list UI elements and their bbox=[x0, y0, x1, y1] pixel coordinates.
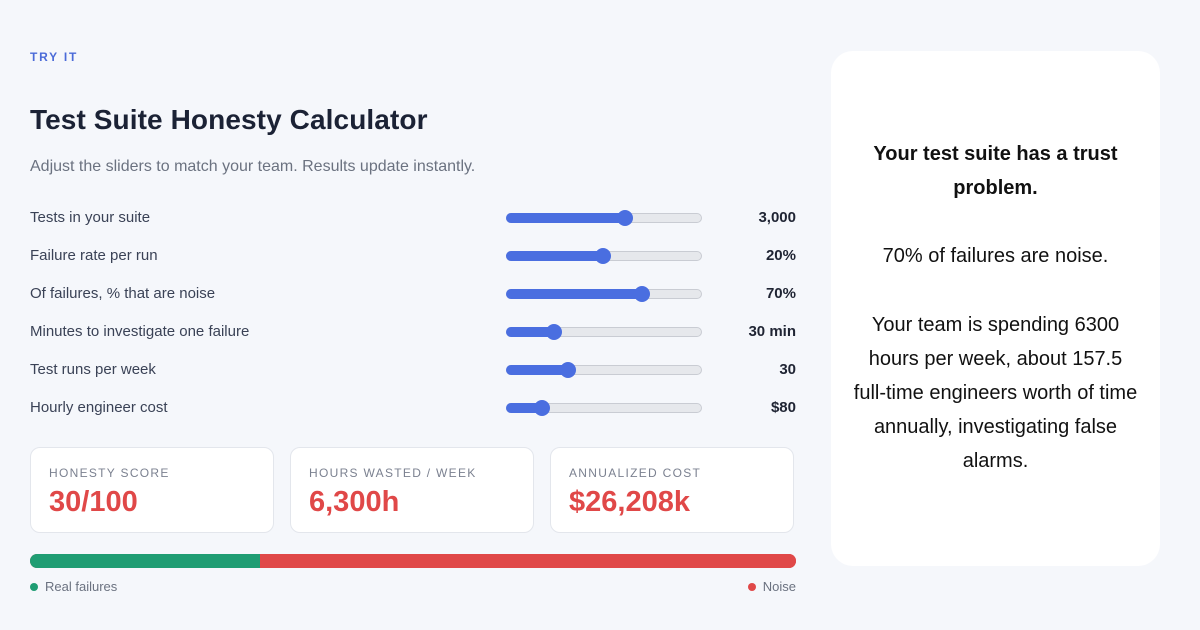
slider-fill bbox=[506, 403, 542, 413]
failure-breakdown-bar bbox=[30, 554, 796, 568]
slider-label: Failure rate per run bbox=[30, 247, 158, 264]
slider-label: Tests in your suite bbox=[30, 209, 151, 226]
slider-value: 30 min bbox=[748, 323, 796, 340]
slider-value: 70% bbox=[765, 285, 796, 302]
noise-text: 70% of failures are noise. bbox=[882, 245, 1109, 267]
slider-fill bbox=[506, 251, 603, 261]
slider-label: Test runs per week bbox=[30, 361, 156, 378]
slider-thumb[interactable] bbox=[534, 400, 550, 416]
failure-rate-slider[interactable] bbox=[506, 248, 702, 264]
real-failures-segment bbox=[30, 554, 260, 568]
slider-fill bbox=[506, 327, 554, 337]
legend-real: Real failures bbox=[30, 579, 117, 594]
slider-fill bbox=[506, 213, 625, 223]
slider-fill bbox=[506, 365, 568, 375]
slider-row-runs: Test runs per week 30 bbox=[30, 352, 796, 390]
slider-row-failure-rate: Failure rate per run 20% bbox=[30, 238, 796, 276]
slider-thumb[interactable] bbox=[617, 210, 633, 226]
slider-label: Minutes to investigate one failure bbox=[30, 323, 250, 340]
slider-fill bbox=[506, 289, 642, 299]
slider-thumb[interactable] bbox=[634, 286, 650, 302]
slider-row-tests: Tests in your suite 3,000 bbox=[30, 200, 796, 238]
slider-thumb[interactable] bbox=[595, 248, 611, 264]
slider-thumb[interactable] bbox=[546, 324, 562, 340]
result-card: Your test suite has a trust problem. 70%… bbox=[831, 51, 1160, 566]
slider-list: Tests in your suite 3,000 Failure rate p… bbox=[30, 200, 796, 428]
slider-thumb[interactable] bbox=[560, 362, 576, 378]
page-title: Test Suite Honesty Calculator bbox=[30, 104, 428, 135]
slider-value: 30 bbox=[779, 361, 796, 378]
noise-dot-icon bbox=[747, 582, 756, 591]
minutes-slider[interactable] bbox=[506, 324, 702, 340]
noise-segment bbox=[260, 554, 796, 568]
eyebrow-label: TRY IT bbox=[30, 50, 79, 64]
annualized-cost-card: ANNUALIZED COST $26,208k bbox=[550, 447, 794, 533]
legend-label: Noise bbox=[762, 579, 796, 594]
stat-value: 6,300h bbox=[309, 486, 400, 518]
stat-cards: HONESTY SCORE 30/100 HOURS WASTED / WEEK… bbox=[30, 447, 796, 535]
legend-noise: Noise bbox=[747, 579, 796, 594]
runs-per-week-slider[interactable] bbox=[506, 362, 702, 378]
stat-value: 30/100 bbox=[49, 486, 138, 518]
slider-value: 20% bbox=[765, 247, 796, 264]
slider-row-noise: Of failures, % that are noise 70% bbox=[30, 276, 796, 314]
legend-label: Real failures bbox=[45, 579, 118, 594]
summary-text: Your team is spending 6300 hours per wee… bbox=[853, 314, 1138, 472]
slider-value: 3,000 bbox=[758, 209, 796, 226]
slider-row-cost: Hourly engineer cost $80 bbox=[30, 390, 796, 428]
tests-slider[interactable] bbox=[506, 210, 702, 226]
hourly-cost-slider[interactable] bbox=[506, 400, 702, 416]
slider-label: Of failures, % that are noise bbox=[30, 285, 216, 302]
honesty-score-card: HONESTY SCORE 30/100 bbox=[30, 447, 274, 533]
noise-percent-slider[interactable] bbox=[506, 286, 702, 302]
real-failures-dot-icon bbox=[30, 582, 38, 591]
hours-wasted-card: HOURS WASTED / WEEK 6,300h bbox=[290, 447, 534, 533]
stat-label: HOURS WASTED / WEEK bbox=[309, 466, 477, 480]
stat-value: $26,208k bbox=[569, 486, 690, 518]
verdict-text: Your test suite has a trust problem. bbox=[873, 143, 1118, 199]
slider-row-minutes: Minutes to investigate one failure 30 mi… bbox=[30, 314, 796, 352]
page-subtitle: Adjust the sliders to match your team. R… bbox=[30, 158, 476, 175]
stat-label: HONESTY SCORE bbox=[49, 466, 170, 480]
stat-label: ANNUALIZED COST bbox=[569, 466, 702, 480]
slider-value: $80 bbox=[770, 399, 796, 416]
slider-label: Hourly engineer cost bbox=[30, 399, 168, 416]
